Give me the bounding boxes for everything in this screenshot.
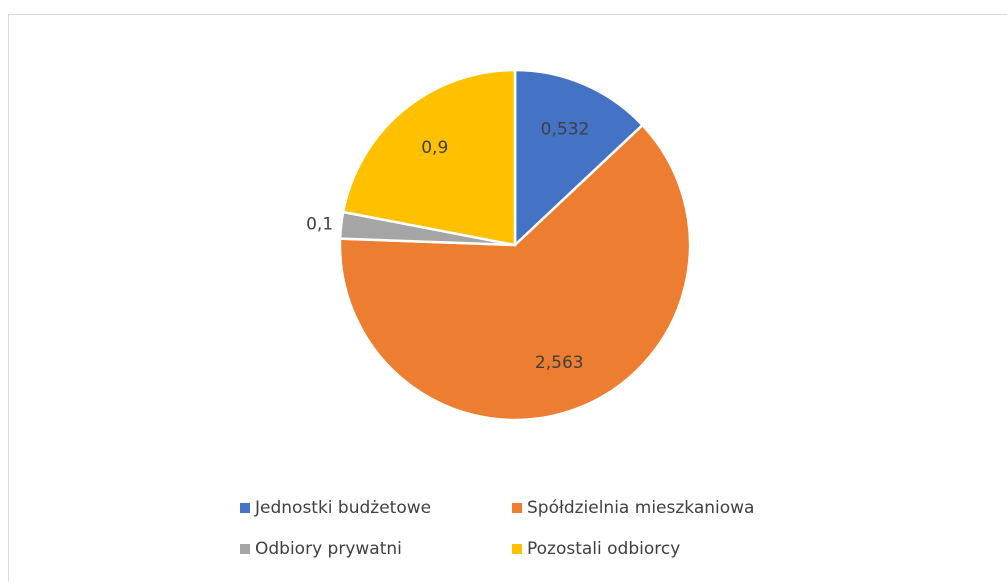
- data-label: 0,532: [541, 119, 590, 139]
- legend-label: Jednostki budżetowe: [254, 498, 431, 518]
- data-label: 0,1: [306, 214, 333, 234]
- data-label: 0,9: [421, 138, 448, 158]
- legend-swatch: [240, 503, 250, 513]
- legend-swatch: [512, 503, 522, 513]
- legend-label: Odbiory prywatni: [255, 539, 402, 559]
- legend-swatch: [512, 544, 522, 554]
- legend-label: Pozostali odbiorcy: [527, 539, 680, 559]
- data-label: 2,563: [535, 353, 584, 373]
- legend-swatch: [240, 544, 250, 554]
- legend-label: Spółdzielnia mieszkaniowa: [527, 498, 754, 518]
